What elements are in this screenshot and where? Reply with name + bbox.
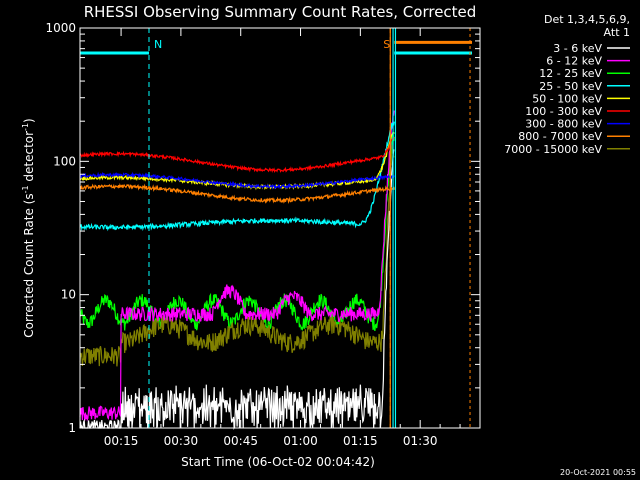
series-line bbox=[79, 131, 395, 191]
series-line bbox=[79, 149, 395, 431]
x-tick-label: 01:15 bbox=[343, 434, 378, 448]
axis-ticks: 00:15 00:30 00:45 01:00 01:15 01:30 1 10 100 1000 bbox=[45, 21, 480, 448]
legend-header-line: Det 1,3,4,5,6,9, bbox=[544, 13, 630, 26]
series-line bbox=[79, 135, 395, 173]
generation-timestamp: 20-Oct-2021 00:55 bbox=[560, 468, 636, 477]
series-line bbox=[79, 121, 395, 232]
annotation-label: N bbox=[154, 38, 162, 51]
y-tick-label: 1 bbox=[68, 421, 76, 435]
y-axis-label-part: Corrected Count Rate (s bbox=[22, 193, 36, 337]
y-tick-label: 100 bbox=[53, 154, 76, 168]
x-tick-label: 00:30 bbox=[164, 434, 199, 448]
y-axis-label-part: ) bbox=[22, 118, 36, 123]
legend-entry-label: 3 - 6 keV bbox=[553, 42, 602, 55]
y-axis-label-part: detector bbox=[22, 131, 36, 186]
legend-entry-label: 100 - 300 keV bbox=[525, 105, 602, 118]
series-line bbox=[79, 171, 395, 190]
series-line bbox=[79, 110, 395, 422]
plot-frame bbox=[79, 27, 481, 429]
legend-entry-label: 7000 - 15000 keV bbox=[504, 143, 602, 156]
legend-entry-label: 25 - 50 keV bbox=[539, 80, 602, 93]
status-bars bbox=[80, 40, 473, 55]
y-axis-label-exp: -1 bbox=[21, 185, 30, 193]
x-tick-label: 01:00 bbox=[283, 434, 318, 448]
y-axis-label-exp: -1 bbox=[21, 123, 30, 131]
y-axis-label: Corrected Count Rate (s-1 detector-1) bbox=[21, 118, 36, 337]
series-line bbox=[79, 183, 395, 205]
legend-entry-label: 6 - 12 keV bbox=[546, 55, 602, 68]
legend-entry-label: 50 - 100 keV bbox=[532, 92, 602, 105]
legend-entry-label: 300 - 800 keV bbox=[525, 118, 602, 131]
legend-header-line: Att 1 bbox=[604, 26, 630, 39]
x-axis-label: Start Time (06-Oct-02 00:04:42) bbox=[181, 455, 375, 469]
legend-entry-label: 800 - 7000 keV bbox=[518, 130, 602, 143]
x-tick-label: 01:30 bbox=[403, 434, 438, 448]
series-line bbox=[79, 145, 395, 367]
x-tick-label: 00:45 bbox=[223, 434, 258, 448]
y-tick-label: 1000 bbox=[45, 21, 76, 35]
x-tick-label: 00:15 bbox=[104, 434, 139, 448]
y-tick-label: 10 bbox=[61, 288, 76, 302]
annotation-label: S bbox=[383, 38, 390, 51]
chart-title: RHESSI Observing Summary Count Rates, Co… bbox=[84, 3, 477, 21]
legend-entry-label: 12 - 25 keV bbox=[539, 67, 602, 80]
series-layer bbox=[79, 110, 395, 431]
